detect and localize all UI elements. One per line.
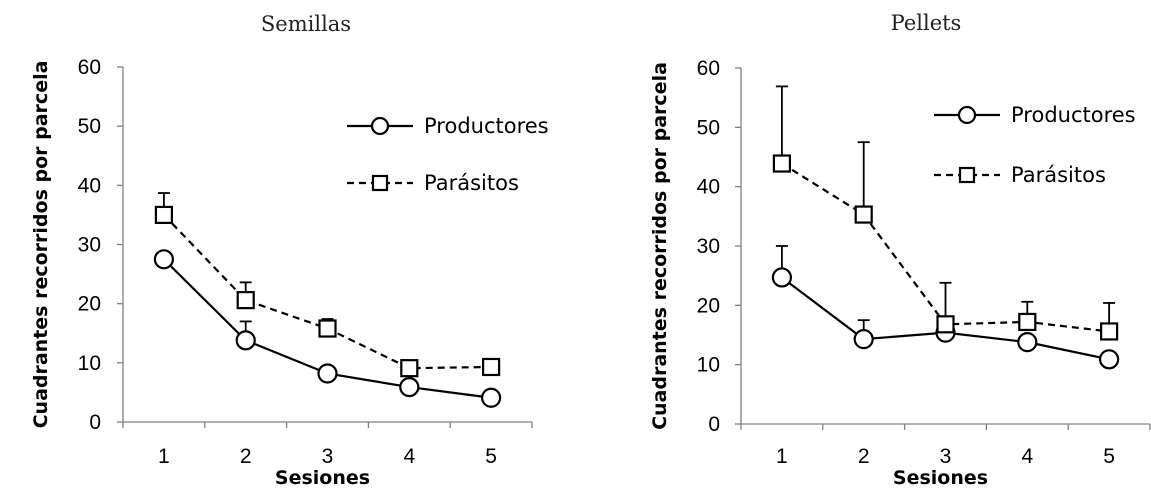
legend-marker <box>958 166 976 184</box>
chart-panel-1: Semillas 0 10 20 30 40 50 60 1 2 3 4 5 Sesiones Cuadra… <box>30 12 549 488</box>
data-point <box>1098 349 1120 370</box>
x-tick-label: 4 <box>403 445 415 468</box>
x-tick-label: 1 <box>776 445 788 468</box>
y-tick-label: 0 <box>89 411 101 434</box>
data-point <box>1018 312 1037 332</box>
data-point <box>771 267 793 288</box>
x-tick-label: 1 <box>158 445 170 468</box>
x-axis-title: Sesiones <box>893 467 988 488</box>
series-Productores <box>771 245 1120 370</box>
legend-marker <box>371 174 389 192</box>
y-tick-label: 50 <box>78 115 101 138</box>
y-tick-label: 40 <box>697 176 720 199</box>
legend-marker <box>370 116 390 136</box>
data-point <box>400 359 419 378</box>
legend-label: Productores <box>1011 103 1136 127</box>
y-tick-label: 20 <box>78 293 101 316</box>
chart-title: Semillas <box>261 12 351 36</box>
y-tick-label: 10 <box>78 352 101 375</box>
y-tick-label: 30 <box>697 235 720 258</box>
y-axis-title: Cuadrantes recorridos por parcela <box>30 61 52 429</box>
data-point <box>399 376 420 398</box>
y-tick-label: 0 <box>708 413 720 436</box>
legend-entry: Parásitos <box>934 163 1106 187</box>
data-point <box>481 387 502 408</box>
series-Parásitos <box>772 85 1119 341</box>
legend-marker <box>957 105 977 125</box>
data-point <box>317 363 338 384</box>
x-tick-label: 3 <box>940 445 952 468</box>
y-tick-label: 60 <box>78 56 101 79</box>
data-point <box>853 329 874 350</box>
y-tick-label: 10 <box>697 354 720 377</box>
data-point <box>236 291 255 310</box>
data-point <box>772 154 792 173</box>
y-tick-label: 30 <box>78 234 101 257</box>
series-line <box>163 214 492 370</box>
legend-entry: Productores <box>347 114 549 138</box>
y-tick-label: 20 <box>697 294 720 317</box>
data-point <box>1099 322 1119 341</box>
x-tick-label: 3 <box>322 445 334 468</box>
y-tick-label: 40 <box>78 174 101 197</box>
data-point <box>854 205 873 224</box>
x-tick-label: 4 <box>1021 445 1033 468</box>
series-Parásitos <box>154 192 501 378</box>
legend-label: Productores <box>424 114 549 138</box>
x-tick-label: 5 <box>485 445 497 468</box>
legend-entry: Productores <box>934 103 1136 127</box>
y-tick-label: 50 <box>697 116 720 139</box>
data-point <box>1017 332 1038 353</box>
chart-title: Pellets <box>891 11 962 35</box>
x-axis-title: Sesiones <box>275 467 370 488</box>
series-Productores <box>153 249 502 408</box>
legend-label: Parásitos <box>1011 163 1106 187</box>
data-point <box>482 357 501 377</box>
x-tick-label: 5 <box>1103 445 1115 468</box>
legend-entry: Parásitos <box>347 171 519 195</box>
y-tick-label: 60 <box>697 57 720 80</box>
data-point <box>318 319 337 338</box>
data-point <box>235 330 256 351</box>
y-axis-title: Cuadrantes recorridos por parcela <box>649 62 671 430</box>
data-point <box>154 205 173 225</box>
data-point <box>153 249 174 270</box>
x-tick-label: 2 <box>240 445 252 468</box>
data-point <box>936 315 955 334</box>
x-tick-label: 2 <box>858 445 870 468</box>
chart-panel-2: Pellets 0 10 20 30 40 50 60 1 2 3 4 5 Sesiones Cuadran… <box>649 11 1151 488</box>
legend-label: Parásitos <box>424 171 519 195</box>
